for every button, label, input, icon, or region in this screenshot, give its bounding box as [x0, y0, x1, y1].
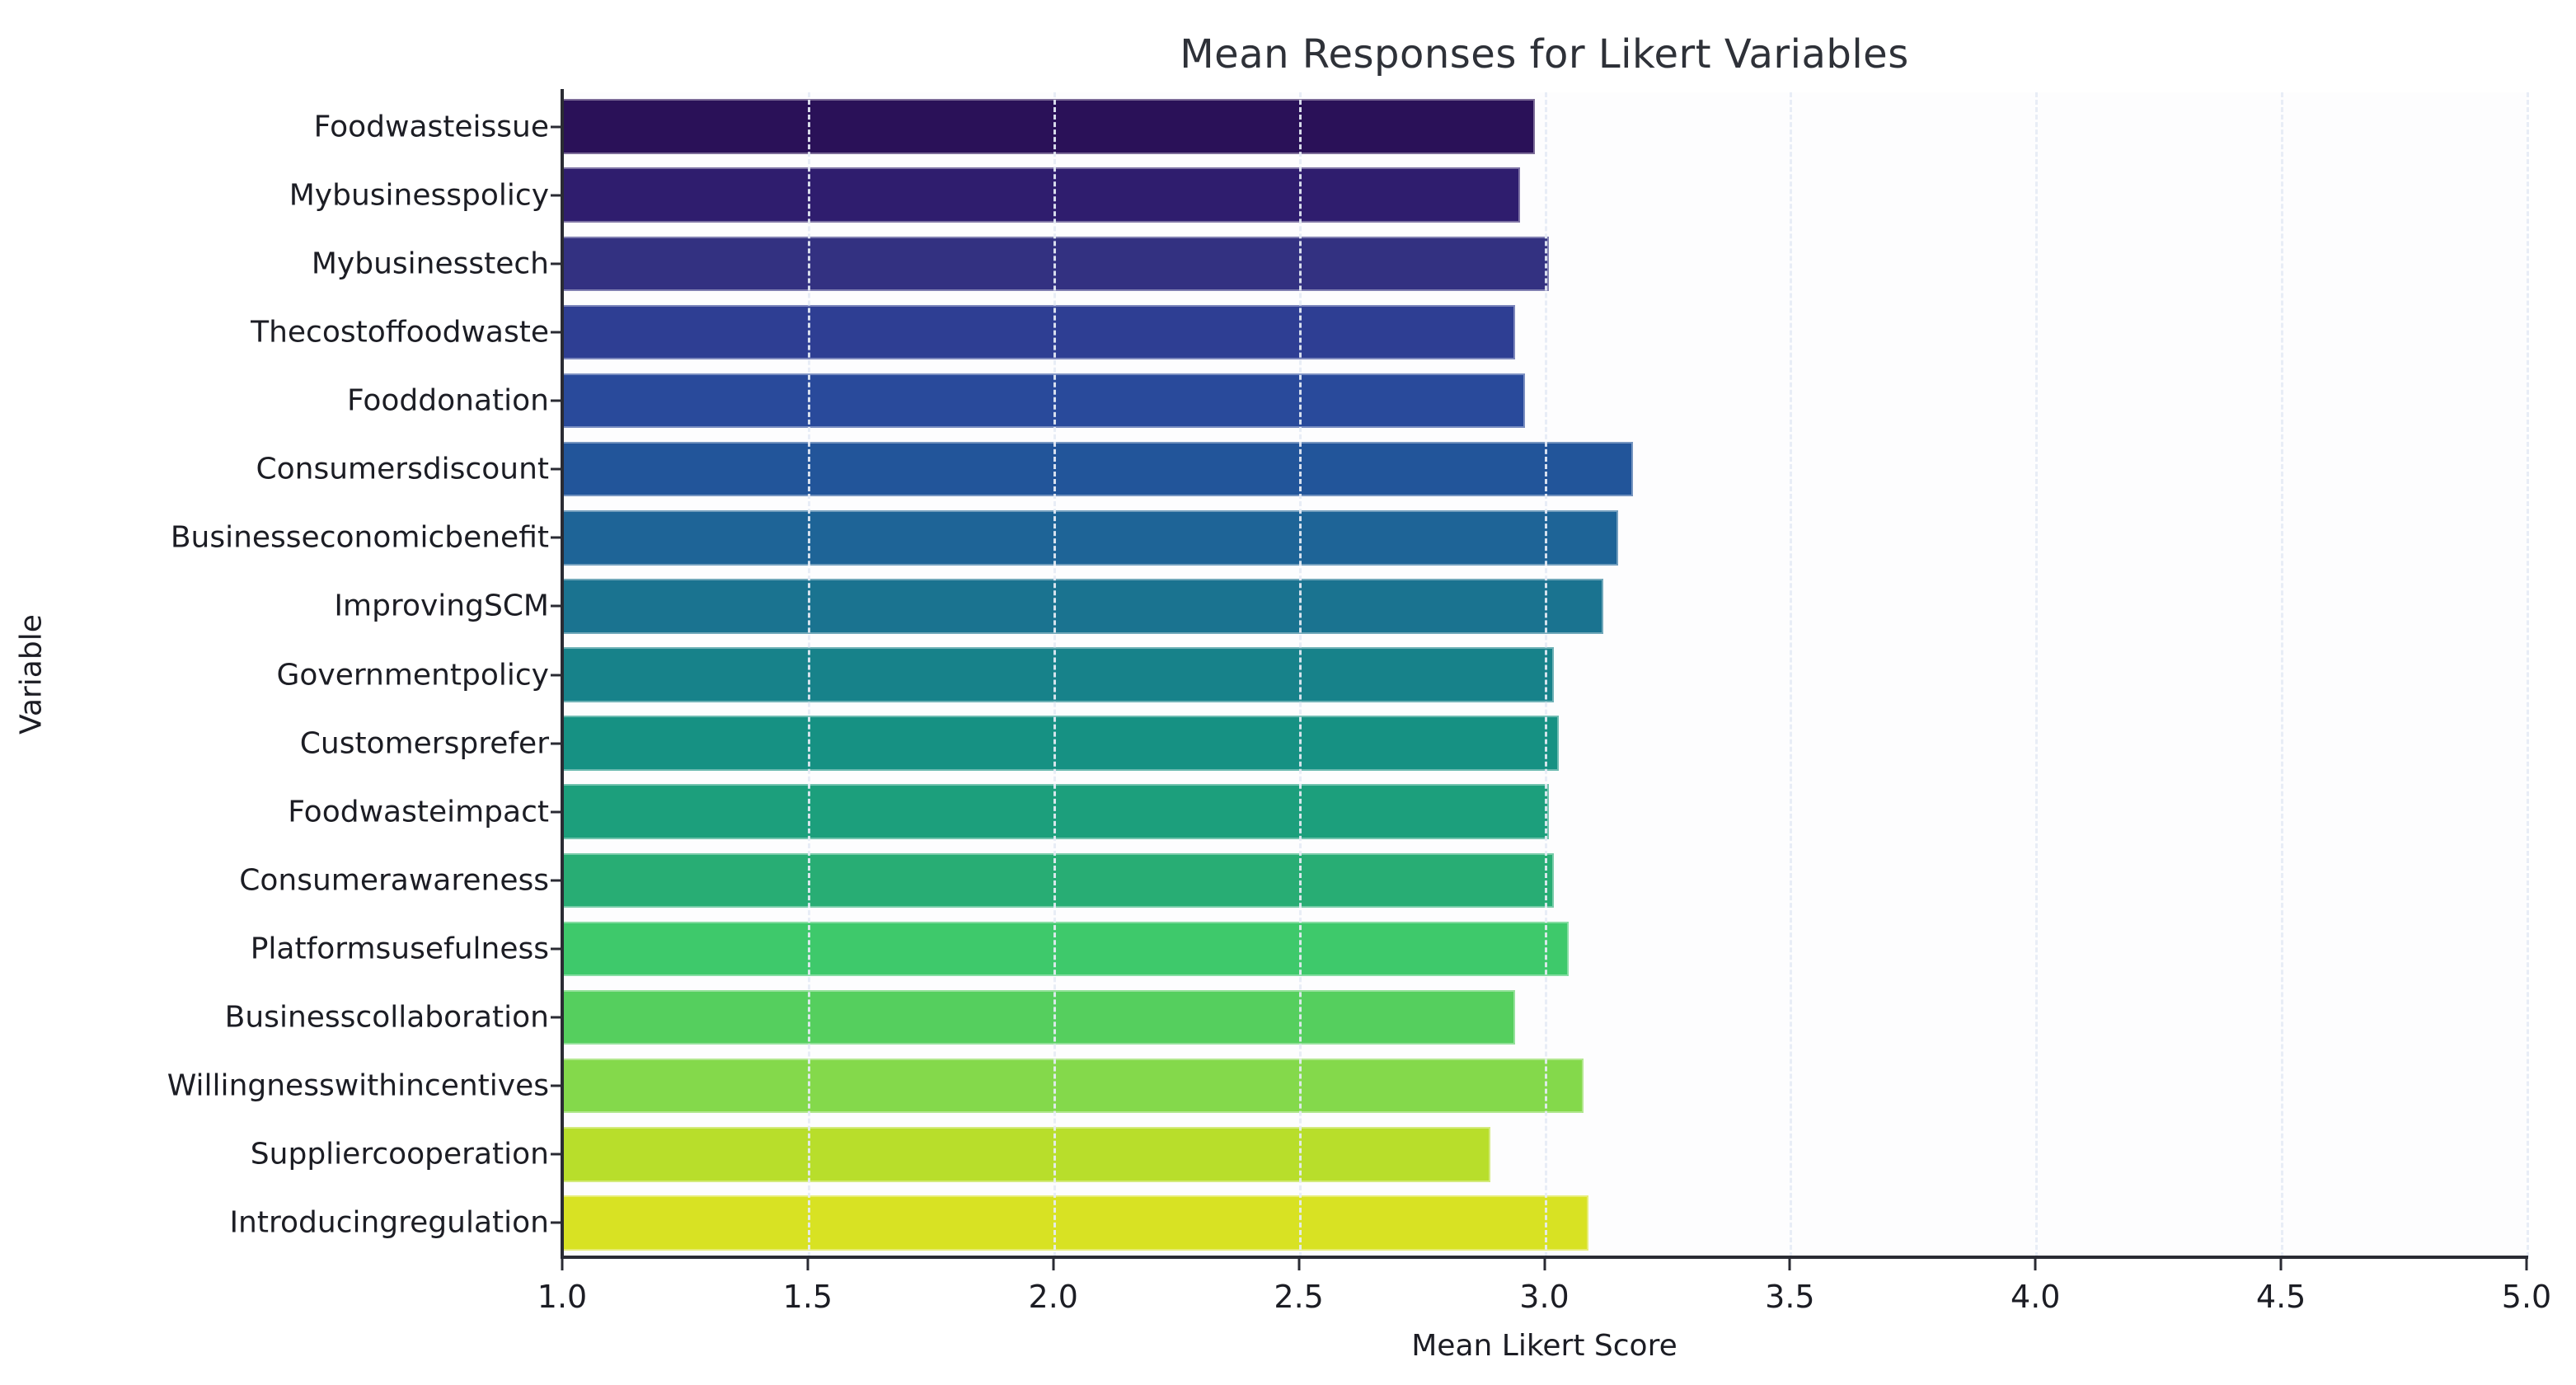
y-tick-mark — [551, 1221, 561, 1224]
chart-title: Mean Responses for Likert Variables — [1180, 31, 1909, 77]
bar-Consumerawareness — [562, 852, 1555, 908]
bar-Suppliercooperation — [562, 1127, 1490, 1182]
gridline-1.5 — [807, 92, 810, 1257]
y-tick-label-Mybusinesspolicy: Mybusinesspolicy — [289, 178, 549, 213]
bar-Mybusinesspolicy — [562, 167, 1520, 223]
bar-Platformsusefulness — [562, 921, 1570, 977]
x-tick-mark — [2525, 1259, 2528, 1270]
y-tick-label-Consumersdiscount: Consumersdiscount — [256, 452, 550, 486]
y-tick-mark — [551, 467, 561, 471]
x-tick-mark — [1788, 1259, 1791, 1270]
y-axis-label: Variable — [14, 614, 49, 735]
y-tick-mark — [551, 194, 561, 197]
y-tick-label-ImprovingSCM: ImprovingSCM — [334, 589, 549, 623]
y-tick-label-Mybusinesstech: Mybusinesstech — [311, 246, 549, 281]
y-tick-mark — [551, 262, 561, 265]
x-tick-label-5.0: 5.0 — [2501, 1279, 2552, 1315]
y-tick-mark — [551, 331, 561, 334]
x-tick-label-1.5: 1.5 — [782, 1279, 833, 1315]
gridline-4.0 — [2035, 92, 2039, 1257]
y-tick-label-Foodwasteissue: Foodwasteissue — [313, 110, 549, 144]
x-tick-label-2.0: 2.0 — [1028, 1279, 1078, 1315]
y-tick-label-Fooddonation: Fooddonation — [346, 383, 549, 418]
gridline-5.0 — [2527, 92, 2529, 1257]
y-tick-mark — [551, 1016, 561, 1019]
y-tick-mark — [551, 810, 561, 814]
y-tick-label-Thecostoffoodwaste: Thecostoffoodwaste — [251, 315, 549, 350]
y-axis-spine — [561, 89, 564, 1259]
x-tick-label-1.0: 1.0 — [537, 1279, 588, 1315]
y-tick-mark — [551, 1153, 561, 1156]
bar-Introducingregulation — [562, 1195, 1589, 1251]
gridline-2.5 — [1298, 92, 1302, 1257]
x-tick-mark — [2034, 1259, 2037, 1270]
bar-Consumersdiscount — [562, 441, 1633, 497]
x-tick-mark — [806, 1259, 809, 1270]
y-tick-mark — [551, 1084, 561, 1087]
x-tick-mark — [1297, 1259, 1301, 1270]
x-tick-mark — [561, 1259, 564, 1270]
x-tick-label-4.5: 4.5 — [2255, 1279, 2306, 1315]
bar-ImprovingSCM — [562, 579, 1603, 634]
x-axis-label: Mean Likert Score — [1411, 1329, 1677, 1363]
gridline-2.0 — [1053, 92, 1056, 1257]
bar-Governmentpolicy — [562, 647, 1555, 702]
y-tick-label-Foodwasteimpact: Foodwasteimpact — [288, 795, 549, 829]
plot-area — [562, 92, 2529, 1257]
bar-Thecostoffoodwaste — [562, 304, 1515, 360]
y-tick-mark — [551, 604, 561, 608]
y-tick-label-Consumerawareness: Consumerawareness — [239, 863, 549, 898]
y-tick-mark — [551, 536, 561, 539]
x-tick-mark — [2279, 1259, 2283, 1270]
x-tick-label-3.0: 3.0 — [1519, 1279, 1570, 1315]
bar-Businesseconomicbenefit — [562, 510, 1618, 566]
y-tick-mark — [551, 674, 561, 676]
y-tick-mark — [551, 125, 561, 129]
bar-Customersprefer — [562, 716, 1560, 771]
gridline-4.5 — [2281, 92, 2284, 1257]
x-tick-label-4.0: 4.0 — [2011, 1279, 2061, 1315]
y-tick-label-Businesseconomicbenefit: Businesseconomicbenefit — [170, 520, 549, 555]
x-tick-label-3.5: 3.5 — [1765, 1279, 1815, 1315]
y-tick-label-Businesscollaboration: Businesscollaboration — [224, 1000, 549, 1035]
y-tick-mark — [551, 947, 561, 951]
y-tick-mark — [551, 879, 561, 882]
x-tick-label-2.5: 2.5 — [1274, 1279, 1324, 1315]
y-tick-label-Suppliercooperation: Suppliercooperation — [250, 1137, 549, 1171]
bar-Foodwasteissue — [562, 99, 1535, 154]
y-tick-label-Customersprefer: Customersprefer — [299, 726, 549, 761]
y-tick-mark — [551, 399, 561, 402]
gridline-3.5 — [1790, 92, 1793, 1257]
bar-Fooddonation — [562, 373, 1525, 429]
x-tick-mark — [1052, 1259, 1055, 1270]
y-tick-mark — [551, 742, 561, 745]
y-tick-label-Willingnesswithincentives: Willingnesswithincentives — [167, 1068, 549, 1103]
x-tick-mark — [1543, 1259, 1546, 1270]
gridline-3.0 — [1544, 92, 1547, 1257]
x-axis-spine — [561, 1256, 2528, 1259]
y-tick-label-Governmentpolicy: Governmentpolicy — [276, 658, 550, 692]
y-tick-label-Platformsusefulness: Platformsusefulness — [250, 932, 549, 966]
bar-Willingnesswithincentives — [562, 1058, 1584, 1114]
bar-Businesscollaboration — [562, 989, 1515, 1045]
y-tick-label-Introducingregulation: Introducingregulation — [229, 1205, 549, 1240]
